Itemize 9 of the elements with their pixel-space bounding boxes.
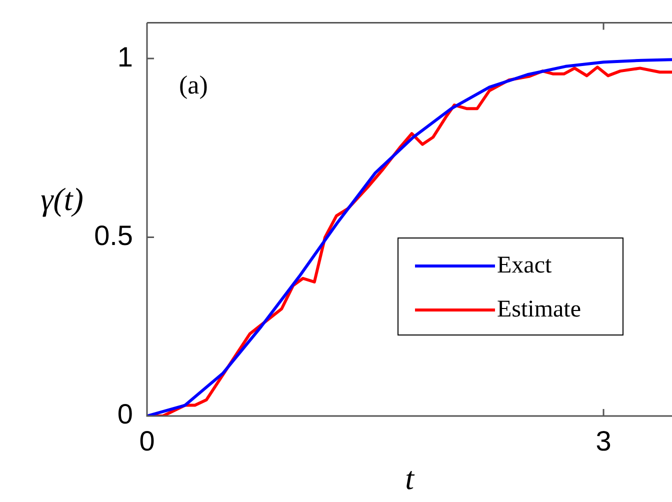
y-tick-label: 1 bbox=[117, 41, 133, 72]
y-axis-title: γ(t) bbox=[40, 180, 84, 217]
legend-label: Exact bbox=[497, 252, 552, 278]
x-axis-title: t bbox=[405, 460, 416, 496]
y-tick-label: 0.5 bbox=[94, 220, 133, 251]
y-tick-label: 0 bbox=[117, 398, 133, 430]
annotation: (a) bbox=[179, 70, 208, 100]
legend-label: Estimate bbox=[497, 296, 581, 322]
x-tick-label: 3 bbox=[596, 426, 612, 457]
